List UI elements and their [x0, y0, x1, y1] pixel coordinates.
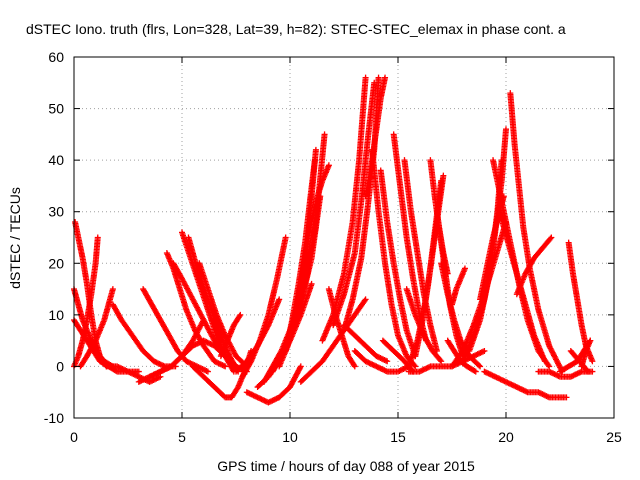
- data-point: [157, 373, 164, 380]
- data-point: [94, 234, 101, 241]
- chart-title: dSTEC Iono. truth (flrs, Lon=328, Lat=39…: [26, 21, 566, 37]
- data-point: [231, 362, 238, 369]
- data-point: [297, 363, 304, 370]
- data-point: [411, 362, 418, 369]
- data-point: [276, 296, 283, 303]
- data-point: [351, 363, 358, 370]
- data-point: [382, 74, 389, 81]
- data-point: [233, 363, 239, 370]
- data-point: [91, 338, 98, 345]
- data-point: [362, 296, 369, 303]
- data-point: [361, 297, 368, 304]
- data-point: [204, 368, 211, 375]
- data-point: [312, 146, 319, 153]
- data-point: [325, 162, 332, 169]
- data-point: [375, 74, 382, 81]
- data-points: [71, 74, 596, 406]
- data-point: [384, 358, 391, 365]
- data-point: [282, 234, 289, 241]
- data-point: [311, 157, 318, 164]
- data-point: [222, 363, 229, 370]
- data-point: [236, 313, 243, 320]
- data-point: [362, 74, 369, 81]
- data-point: [308, 280, 315, 287]
- data-point: [109, 286, 116, 293]
- data-point: [412, 363, 419, 370]
- data-point: [135, 368, 142, 375]
- data-point: [237, 311, 244, 318]
- data-point: [321, 131, 328, 138]
- data-point: [350, 362, 357, 369]
- data-point: [247, 359, 254, 366]
